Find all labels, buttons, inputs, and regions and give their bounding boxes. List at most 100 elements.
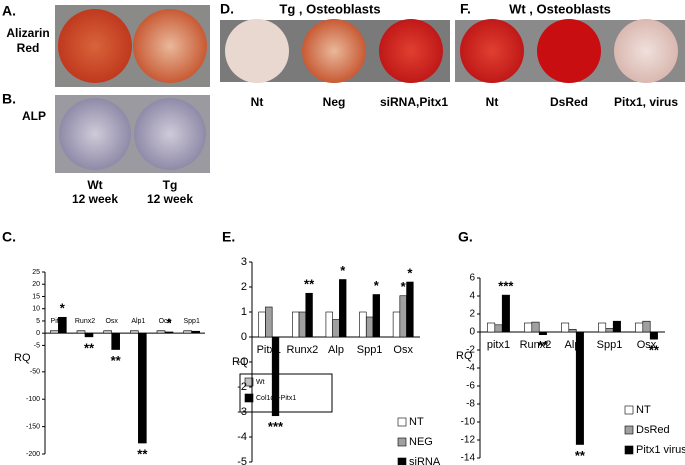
x-tick-label: Alp: [328, 344, 344, 356]
x-tick-label: Alp1: [131, 318, 145, 325]
photo-f: [455, 19, 685, 83]
x-tick-label: Runx2: [287, 344, 319, 356]
bar: [494, 324, 503, 333]
y-tick-label: -50: [30, 369, 40, 376]
column-label: siRNA,Pitx1: [380, 95, 448, 109]
bar: [103, 330, 112, 334]
y-tick-label: -4: [466, 363, 475, 374]
bar: [501, 294, 510, 333]
bar: [258, 311, 266, 338]
y-tick-label: -2: [237, 381, 247, 393]
significance-label: **: [137, 446, 148, 461]
bar: [156, 330, 166, 334]
y-tick-label: 5: [36, 318, 40, 325]
significance-label: *: [60, 301, 66, 316]
legend-label: NT: [409, 416, 424, 428]
bar: [399, 295, 407, 338]
legend-label: DsRed: [636, 424, 670, 436]
legend-swatch: [624, 445, 634, 455]
column-label: Pitx1, virus: [614, 95, 678, 109]
y-axis-label: RQ: [232, 356, 249, 368]
bar: [265, 306, 273, 338]
row-label: Alizarin: [6, 26, 49, 40]
bar: [325, 311, 333, 338]
panel-letter: D.: [220, 1, 234, 17]
panel-letter: C.: [2, 229, 16, 245]
bar: [130, 330, 139, 334]
significance-label: *: [374, 278, 380, 293]
bar: [191, 330, 200, 334]
row-label: Red: [17, 41, 40, 55]
photo-b: [55, 95, 210, 173]
panel-letter: G.: [458, 229, 473, 245]
y-tick-label: 20: [32, 281, 40, 288]
panel-title: Wt , Osteoblasts: [509, 1, 611, 16]
y-tick-label: -150: [26, 423, 40, 430]
significance-label: ***: [498, 279, 514, 294]
y-tick-label: 15: [32, 293, 40, 300]
y-tick-label: 0: [241, 331, 247, 343]
bar: [305, 292, 313, 338]
y-tick-label: 6: [469, 273, 475, 284]
bar: [538, 331, 547, 336]
legend-swatch: [397, 457, 407, 465]
y-tick-label: 4: [469, 291, 475, 302]
significance-label: **: [84, 340, 95, 355]
bar: [298, 311, 307, 338]
significance-label: *: [340, 263, 346, 278]
significance-label: **: [304, 277, 315, 292]
y-tick-label: -12: [461, 435, 476, 446]
column-label: 12 week: [72, 192, 118, 206]
bar: [649, 331, 658, 340]
legend-swatch: [624, 405, 634, 415]
bar: [183, 330, 192, 334]
bar: [598, 322, 607, 333]
legend-swatch: [244, 393, 254, 403]
y-tick-label: -100: [26, 396, 40, 403]
legend-label: siRNA: [409, 456, 441, 465]
column-label: DsRed: [550, 95, 588, 109]
panel-title: Tg , Osteoblasts: [279, 1, 380, 16]
bar: [76, 330, 86, 334]
column-label: Neg: [323, 95, 346, 109]
legend-swatch: [397, 417, 407, 427]
x-tick-label: Spp1: [597, 339, 623, 351]
y-tick-label: 3: [241, 256, 247, 268]
x-tick-label: Runx2: [75, 318, 95, 325]
y-tick-label: -8: [466, 399, 475, 410]
bar: [365, 316, 374, 338]
bar: [524, 322, 533, 333]
bar: [642, 320, 651, 333]
column-label: Wt: [87, 178, 102, 192]
row-label: ALP: [22, 109, 46, 123]
y-tick-label: -4: [237, 431, 247, 443]
y-tick-label: 0: [469, 327, 475, 338]
y-tick-label: -10: [461, 417, 476, 428]
legend-label: NT: [636, 404, 651, 416]
y-tick-label: 10: [32, 306, 40, 313]
y-tick-label: 1: [241, 306, 247, 318]
bar: [575, 331, 584, 445]
panel-letter: A.: [2, 3, 16, 19]
y-axis-label: RQ: [456, 350, 473, 362]
photo-d: [220, 19, 450, 83]
x-tick-label: Spp1: [357, 344, 383, 356]
significance-label: *: [401, 279, 407, 294]
y-tick-label: -200: [26, 451, 40, 458]
legend-label: NEG: [409, 436, 433, 448]
x-tick-label: Osx: [393, 344, 413, 356]
x-tick-label: Spp1: [183, 318, 199, 325]
significance-label: *: [166, 315, 172, 330]
bar: [605, 328, 614, 333]
significance-label: **: [538, 338, 549, 353]
bar: [487, 322, 496, 333]
significance-label: **: [575, 448, 586, 463]
bar: [568, 328, 577, 333]
y-tick-label: 0: [36, 330, 40, 337]
y-tick-label: -5: [237, 456, 247, 465]
bar: [635, 322, 644, 333]
bar: [531, 321, 540, 333]
legend-swatch: [397, 437, 407, 447]
legend-box: [239, 373, 333, 413]
